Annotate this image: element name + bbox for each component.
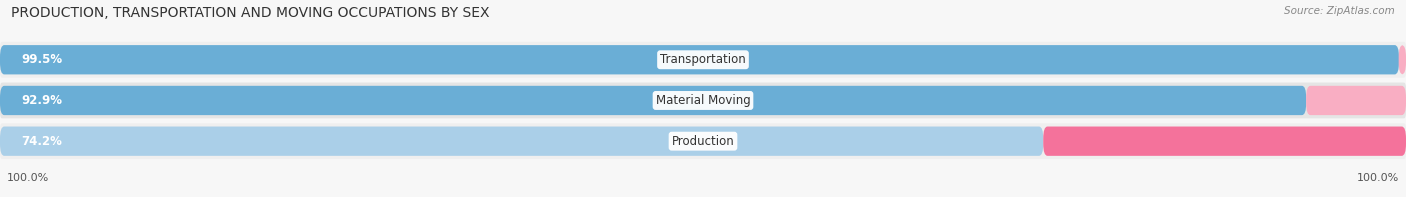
FancyBboxPatch shape <box>0 126 1043 156</box>
Text: Transportation: Transportation <box>661 53 745 66</box>
Text: Source: ZipAtlas.com: Source: ZipAtlas.com <box>1284 6 1395 16</box>
Text: 92.9%: 92.9% <box>21 94 62 107</box>
FancyBboxPatch shape <box>0 42 1406 78</box>
Text: PRODUCTION, TRANSPORTATION AND MOVING OCCUPATIONS BY SEX: PRODUCTION, TRANSPORTATION AND MOVING OC… <box>11 6 489 20</box>
FancyBboxPatch shape <box>0 83 1406 118</box>
FancyBboxPatch shape <box>1399 45 1406 74</box>
FancyBboxPatch shape <box>1306 86 1406 115</box>
Text: Material Moving: Material Moving <box>655 94 751 107</box>
Text: 99.5%: 99.5% <box>21 53 62 66</box>
FancyBboxPatch shape <box>0 123 1406 159</box>
FancyBboxPatch shape <box>0 86 1306 115</box>
Text: Production: Production <box>672 135 734 148</box>
Text: 74.2%: 74.2% <box>21 135 62 148</box>
Text: 100.0%: 100.0% <box>7 173 49 183</box>
FancyBboxPatch shape <box>1043 126 1406 156</box>
Text: 100.0%: 100.0% <box>1357 173 1399 183</box>
FancyBboxPatch shape <box>0 45 1399 74</box>
